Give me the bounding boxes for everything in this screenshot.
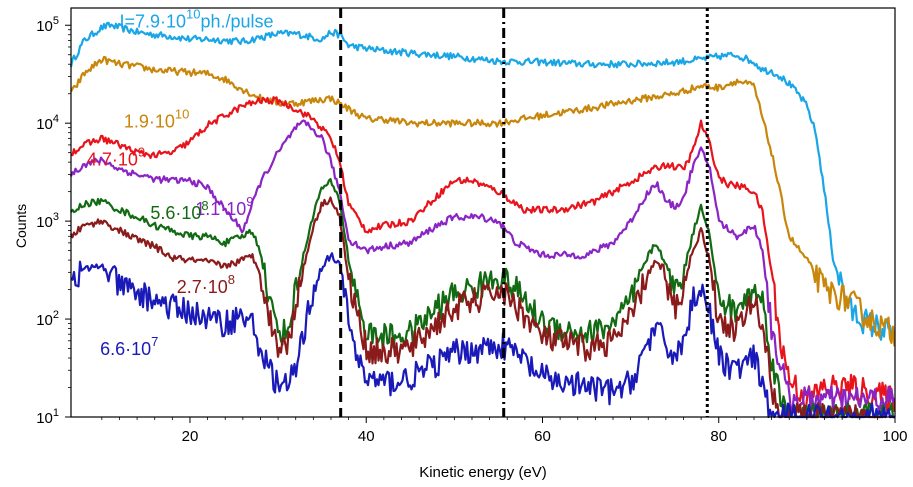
series-label: 4.7·109 <box>87 144 145 169</box>
series-label: I=7.9·1010ph./pulse <box>119 6 273 31</box>
y-tick-label: 104 <box>36 113 59 133</box>
y-axis-label: Counts <box>13 204 29 248</box>
x-axis-label: Kinetic energy (eV) <box>419 464 547 481</box>
chart-marks: 20 40 60 80 100 101 102 103 104 105 I=7.9·1010ph./… <box>36 6 907 445</box>
series-line <box>70 96 896 413</box>
y-tick-label: 105 <box>36 15 59 35</box>
y-tick-label: 101 <box>36 407 59 427</box>
plot-frame <box>70 7 896 418</box>
series-line <box>70 252 895 419</box>
x-tick-label: 40 <box>358 428 375 445</box>
x-tick-label: 20 <box>182 428 199 445</box>
series-label: 5.6·108 <box>150 198 208 223</box>
y-tick-label: 103 <box>36 211 59 231</box>
series-line <box>70 55 896 347</box>
series-line <box>69 119 896 414</box>
x-tick-label: 80 <box>710 428 727 445</box>
series-line <box>69 21 896 341</box>
series-line <box>69 196 895 419</box>
series-label: 1.1·109 <box>195 194 253 219</box>
series-label: 2.7·108 <box>177 272 235 297</box>
y-tick-label: 102 <box>36 309 59 329</box>
series-label: 1.9·1010 <box>124 107 190 132</box>
x-tick-label: 60 <box>534 428 551 445</box>
series-label: 6.6·107 <box>100 334 158 359</box>
x-tick-label: 100 <box>882 428 907 445</box>
